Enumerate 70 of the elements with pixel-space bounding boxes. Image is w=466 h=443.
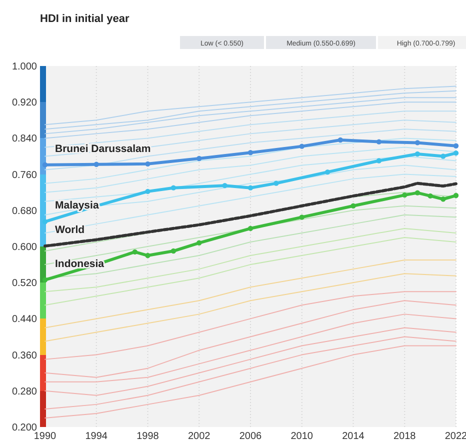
point <box>132 249 138 255</box>
point <box>440 154 446 159</box>
x-tick-label: 1990 <box>34 431 57 442</box>
line-series <box>44 336 456 410</box>
x-tick-label: 2002 <box>188 431 211 442</box>
x-tick-label: 1994 <box>85 431 108 442</box>
y-tick-label: 0.600 <box>12 242 38 253</box>
point <box>170 185 176 190</box>
chart-title: HDI in initial year <box>40 13 130 25</box>
point <box>94 162 99 167</box>
y-tick-label: 0.920 <box>12 98 38 109</box>
x-tick-label: 2006 <box>239 431 262 442</box>
y-tick-label: 0.520 <box>12 278 38 290</box>
point <box>414 190 420 196</box>
point <box>324 169 330 175</box>
line-series <box>44 300 456 378</box>
y-tick-label: 0.840 <box>12 134 38 145</box>
line-series <box>44 314 456 382</box>
point <box>170 248 176 254</box>
x-tick-label: 1998 <box>136 431 160 442</box>
point <box>248 150 254 156</box>
line-series <box>44 345 456 418</box>
point <box>196 240 202 246</box>
line-series <box>44 236 456 306</box>
series-label: Brunei Darussalam <box>55 142 151 155</box>
line-series <box>44 164 456 216</box>
point <box>222 182 228 188</box>
point <box>145 188 150 194</box>
x-tick-label: 2018 <box>394 431 416 442</box>
point <box>299 144 304 149</box>
line-series <box>44 327 456 396</box>
point <box>453 143 459 148</box>
line-series <box>44 260 456 328</box>
y-tick-label: 0.360 <box>12 350 38 362</box>
point <box>338 137 344 143</box>
point <box>248 226 254 232</box>
y-tick-label: 0.440 <box>12 314 38 326</box>
point <box>440 196 446 202</box>
point <box>274 180 279 186</box>
point <box>350 203 356 208</box>
y-tick-label: 0.680 <box>12 206 38 217</box>
series-label: World <box>55 224 85 236</box>
x-tick-label: 2014 <box>342 431 365 442</box>
point <box>248 185 254 190</box>
line-series <box>44 174 456 234</box>
line-series <box>44 273 456 342</box>
line-series <box>44 128 456 170</box>
line-series <box>44 138 456 184</box>
point <box>376 158 382 164</box>
line-series <box>44 291 456 360</box>
x-tick-label: 2010 <box>290 431 314 442</box>
y-tick-label: 0.200 <box>12 422 38 434</box>
point <box>376 139 382 144</box>
point <box>196 156 202 162</box>
point <box>42 277 48 282</box>
point <box>428 193 433 199</box>
point <box>453 192 459 198</box>
point <box>453 150 459 156</box>
point <box>414 140 420 146</box>
point <box>42 219 48 224</box>
point <box>42 162 48 168</box>
point <box>402 192 408 198</box>
point <box>145 252 150 258</box>
y-tick-label: 1.000 <box>12 62 38 72</box>
y-tick-label: 0.760 <box>12 170 38 181</box>
point <box>145 161 150 167</box>
y-tick-label: 0.280 <box>12 386 38 398</box>
line-series <box>44 182 458 248</box>
point <box>299 214 304 220</box>
point <box>414 151 420 157</box>
